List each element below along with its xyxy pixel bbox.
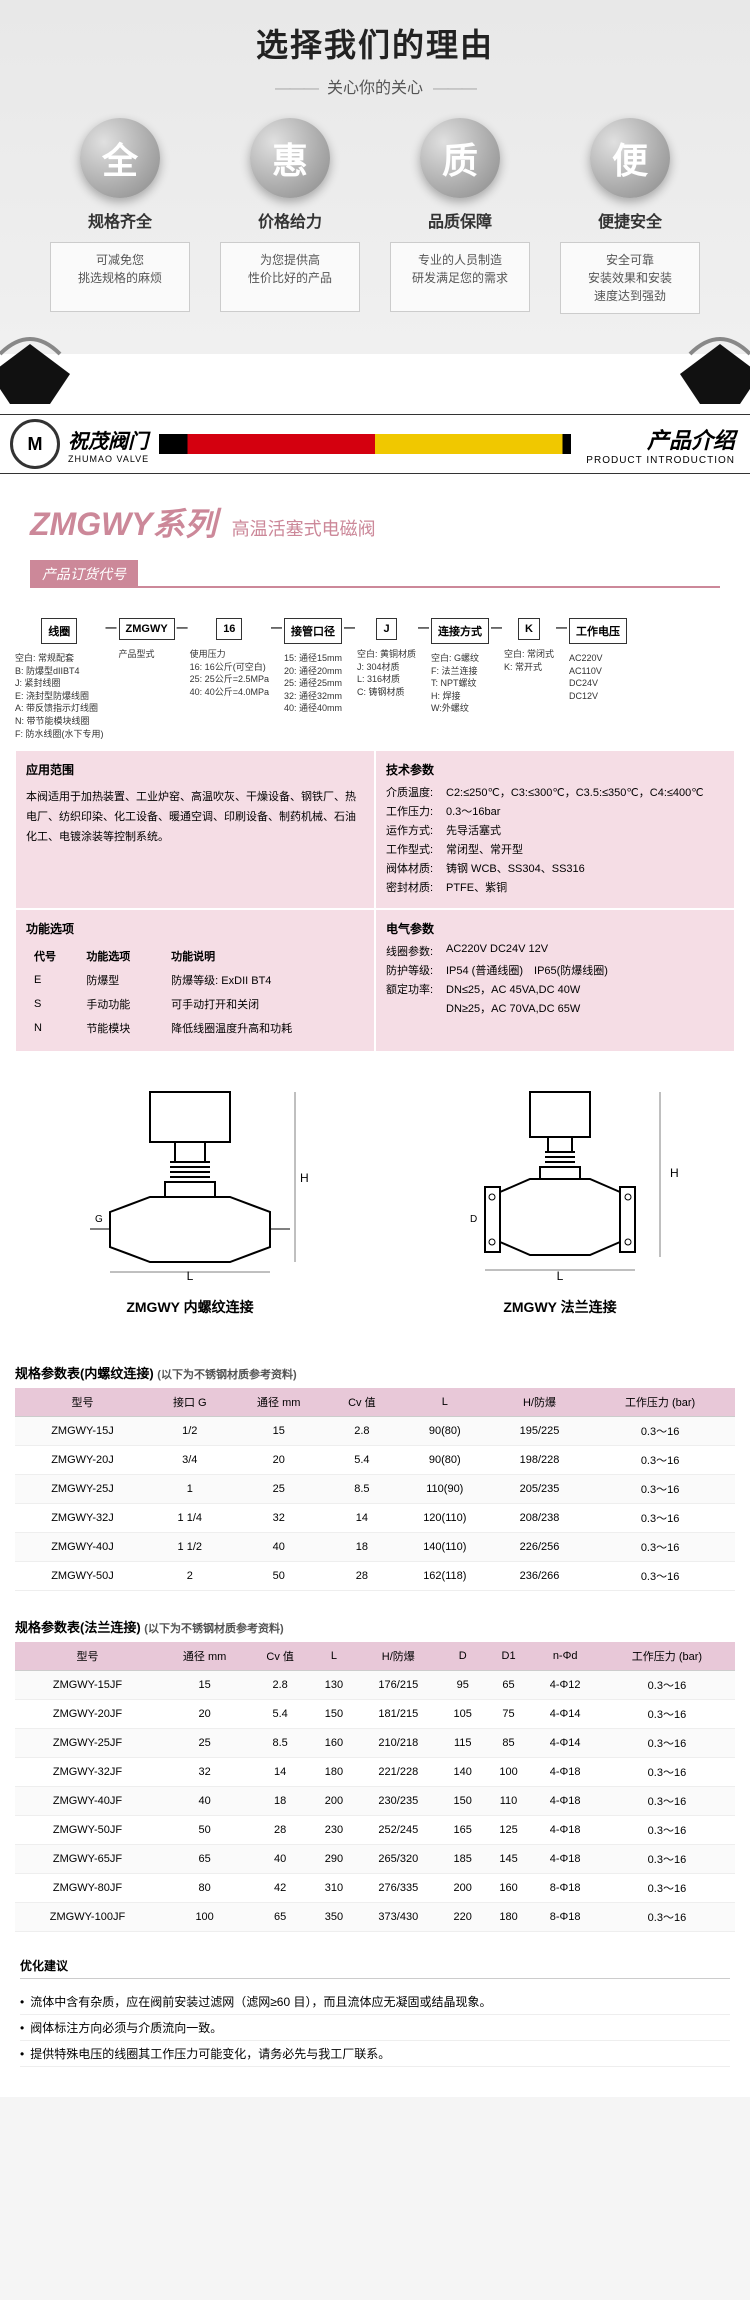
order-code-chain: 线圈空白: 常规配套B: 防爆型dIIBT4J: 紧封线圈E: 浇封型防爆线圈A… [0,598,750,750]
optimization-suggestions: 优化建议 流体中含有杂质，应在阀前安装过滤网（滤网≥60 目），而且流体应无凝固… [0,1942,750,2097]
svg-text:L: L [187,1269,194,1282]
badge-item: 全 规格齐全 可减免您挑选规格的麻烦 [50,118,190,314]
binder-clip-right [660,334,750,414]
badge-title: 品质保障 [428,208,492,232]
code-box: J [376,618,396,640]
diagram-row: H L G ZMGWY 内螺纹连接 H L D [0,1052,750,1347]
table-row: ZMGWY-20JF205.4150181/215105754-Φ140.3～1… [15,1700,735,1729]
code-box: 连接方式 [431,618,489,644]
order-code-label: 产品订货代号 [30,560,138,588]
badge-icon: 便 [590,118,670,198]
brand-logo: M 祝茂阀门 ZHUMAO VALVE [0,415,159,473]
code-notes: 使用压力16: 16公斤(可空白)25: 25公斤=2.5MPa40: 40公斤… [190,648,269,698]
table-row: ZMGWY-25JF258.5160210/218115854-Φ140.3～1… [15,1729,735,1758]
suggestion-item: 阀体标注方向必须与介质流向一致。 [20,2015,730,2041]
hero-subtitle: 关心你的关心 [0,74,750,98]
application-scope: 应用范围 本阀适用于加热装置、工业炉窑、高温吹灰、干燥设备、钢铁厂、热电厂、纺织… [15,750,375,909]
table-row: ZMGWY-40J1 1/24018140(110)226/2560.3～16 [15,1533,735,1562]
table-row: ZMGWY-50JF5028230252/2451651254-Φ180.3～1… [15,1816,735,1845]
series-name: ZMGWY系列 [30,499,217,545]
svg-text:G: G [95,1214,103,1225]
badge-title: 便捷安全 [598,208,662,232]
logo-mark: M [10,419,60,469]
table-row: ZMGWY-50J25028162(118)236/2660.3～16 [15,1562,735,1591]
banner-right: 产品介绍 PRODUCT INTRODUCTION [571,423,750,466]
code-notes: 产品型式 [119,648,175,661]
table-row: ZMGWY-32J1 1/43214120(110)208/2380.3～16 [15,1504,735,1533]
intro-cn: 产品介绍 [586,423,735,455]
code-segment: K 空白: 常闭式K: 常开式 [504,618,554,673]
badge-title: 价格给力 [258,208,322,232]
badge-row: 全 规格齐全 可减免您挑选规格的麻烦惠 价格给力 为您提供高性价比好的产品质 品… [0,118,750,354]
hero-title: 选择我们的理由 [0,20,750,66]
code-notes: AC220VAC110VDC24VDC12V [569,652,627,702]
logo-en: ZHUMAO VALVE [68,454,149,464]
info-grid: 应用范围 本阀适用于加热装置、工业炉窑、高温吹灰、干燥设备、钢铁厂、热电厂、纺织… [0,750,750,1052]
spec-table-flange: 规格参数表(法兰连接) (以下为不锈钢材质参考资料) 型号通径 mmCv 值LH… [0,1601,750,1942]
badge-desc: 专业的人员制造研发满足您的需求 [390,242,530,312]
svg-text:H: H [670,1166,679,1180]
clip-row [0,354,750,414]
code-box: 接管口径 [284,618,342,644]
svg-text:D: D [470,1214,477,1225]
code-segment: 工作电压 AC220VAC110VDC24VDC12V [569,618,627,702]
code-box: 线圈 [41,618,77,644]
code-notes: 空白: 黄铜材质J: 304材质L: 316材质C: 铸钢材质 [357,648,416,698]
code-notes: 15: 通径15mm20: 通径20mm25: 通径25mm32: 通径32mm… [284,652,342,715]
badge-title: 规格齐全 [88,208,152,232]
table-row: ZMGWY-25J1258.5110(90)205/2350.3～16 [15,1475,735,1504]
badge-icon: 惠 [250,118,330,198]
spec-table-thread: 规格参数表(内螺纹连接) (以下为不锈钢材质参考资料) 型号接口 G通径 mmC… [0,1347,750,1601]
diagram-thread-label: ZMGWY 内螺纹连接 [50,1297,330,1317]
code-notes: 空白: 常闭式K: 常开式 [504,648,554,673]
suggestion-item: 流体中含有杂质，应在阀前安装过滤网（滤网≥60 目），而且流体应无凝固或结晶现象… [20,1989,730,2015]
code-box: 工作电压 [569,618,627,644]
function-options: 功能选项 代号功能选项功能说明E防爆型防爆等级: ExDII BT4S手动功能可… [15,909,375,1052]
electrical-params: 电气参数 线圈参数:AC220V DC24V 12V防护等级:IP54 (普通线… [375,909,735,1052]
svg-text:H: H [300,1171,309,1185]
badge-item: 便 便捷安全 安全可靠安装效果和安装速度达到强劲 [560,118,700,314]
table-row: ZMGWY-40JF4018200230/2351501104-Φ180.3～1… [15,1787,735,1816]
code-segment: 16 使用压力16: 16公斤(可空白)25: 25公斤=2.5MPa40: 40… [190,618,269,698]
diagram-flange: H L D ZMGWY 法兰连接 [420,1082,700,1317]
suggestion-item: 提供特殊电压的线圈其工作压力可能变化，请务必先与我工厂联系。 [20,2041,730,2067]
table-row: ZMGWY-65JF6540290265/3201851454-Φ180.3～1… [15,1845,735,1874]
logo-cn: 祝茂阀门 [68,425,149,454]
series-subtitle: 高温活塞式电磁阀 [232,515,376,541]
svg-text:L: L [557,1269,564,1282]
code-notes: 空白: 常规配套B: 防爆型dIIBT4J: 紧封线圈E: 浇封型防爆线圈A: … [15,652,104,740]
diagram-flange-label: ZMGWY 法兰连接 [420,1297,700,1317]
table-row: ZMGWY-80JF8042310276/3352001608-Φ180.3～1… [15,1874,735,1903]
table-row: ZMGWY-15JF152.8130176/21595654-Φ120.3～16 [15,1671,735,1700]
code-segment: 接管口径 15: 通径15mm20: 通径20mm25: 通径25mm32: 通径… [284,618,342,715]
tech-params: 技术参数 介质温度:C2:≤250℃，C3:≤300℃，C3.5:≤350℃，C… [375,750,735,909]
table-row: ZMGWY-20J3/4205.490(80)198/2280.3～16 [15,1446,735,1475]
badge-item: 惠 价格给力 为您提供高性价比好的产品 [220,118,360,314]
badge-icon: 全 [80,118,160,198]
badge-desc: 可减免您挑选规格的麻烦 [50,242,190,312]
badge-icon: 质 [420,118,500,198]
code-notes: 空白: G螺纹F: 法兰连接T: NPT螺纹H: 焊接W:外螺纹 [431,652,489,715]
hero-section: 选择我们的理由 关心你的关心 全 规格齐全 可减免您挑选规格的麻烦惠 价格给力 … [0,0,750,354]
code-segment: 连接方式空白: G螺纹F: 法兰连接T: NPT螺纹H: 焊接W:外螺纹 [431,618,489,715]
binder-clip-left [0,334,90,414]
code-box: K [518,618,540,640]
code-box: 16 [216,618,242,640]
intro-en: PRODUCT INTRODUCTION [586,455,735,466]
table-row: ZMGWY-32JF3214180221/2281401004-Φ180.3～1… [15,1758,735,1787]
table-row: ZMGWY-100JF10065350373/4302201808-Φ180.3… [15,1903,735,1932]
series-header: ZMGWY系列 高温活塞式电磁阀 产品订货代号 [0,474,750,598]
code-box: ZMGWY [119,618,175,640]
brand-banner: M 祝茂阀门 ZHUMAO VALVE 产品介绍 PRODUCT INTRODU… [0,414,750,474]
badge-desc: 为您提供高性价比好的产品 [220,242,360,312]
badge-item: 质 品质保障 专业的人员制造研发满足您的需求 [390,118,530,314]
code-segment: 线圈空白: 常规配套B: 防爆型dIIBT4J: 紧封线圈E: 浇封型防爆线圈A… [15,618,104,740]
diagram-thread: H L G ZMGWY 内螺纹连接 [50,1082,330,1317]
code-segment: J 空白: 黄铜材质J: 304材质L: 316材质C: 铸钢材质 [357,618,416,698]
badge-desc: 安全可靠安装效果和安装速度达到强劲 [560,242,700,314]
table-row: ZMGWY-15J1/2152.890(80)195/2250.3～16 [15,1417,735,1446]
code-segment: ZMGWY 产品型式 [119,618,175,661]
